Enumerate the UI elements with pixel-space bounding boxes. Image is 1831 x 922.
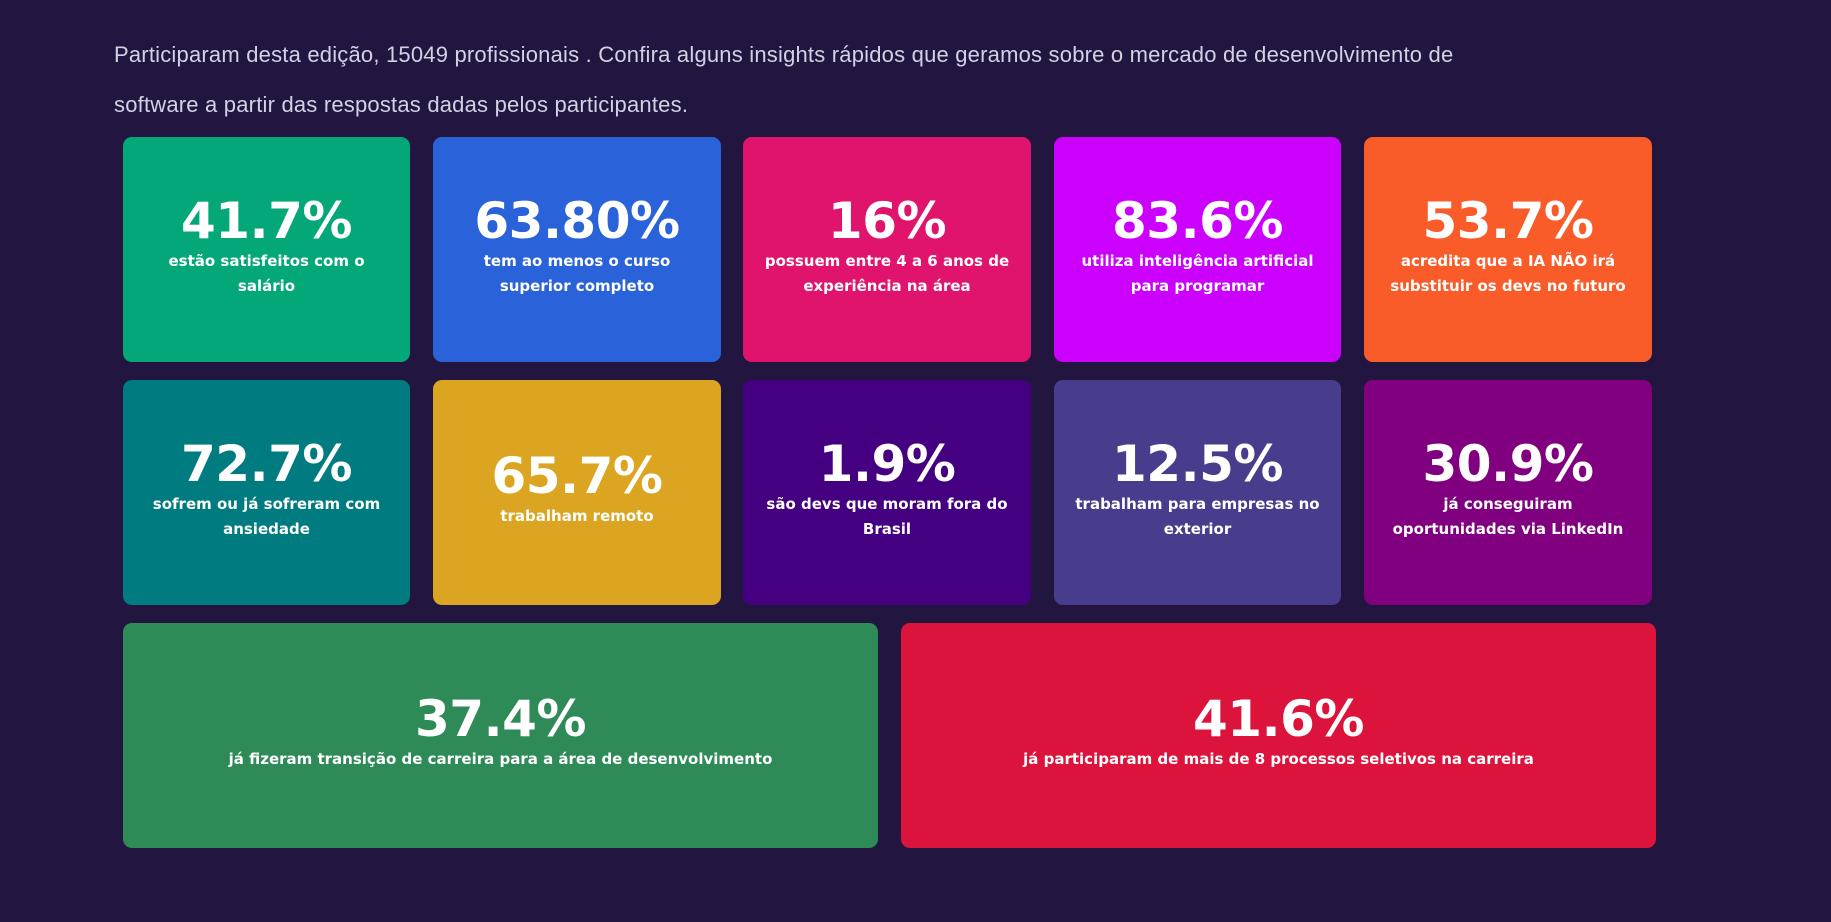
insight-description: já participaram de mais de 8 processos s… (1023, 750, 1534, 768)
insight-description: já conseguiram oportunidades via LinkedI… (1392, 494, 1624, 538)
insight-value: 1.9% (818, 434, 956, 493)
insight-description: são devs que moram fora do Brasil (766, 494, 1008, 538)
insight-card-ai-replacement: 53.7% acredita que a IA NÃO irá substitu… (1364, 137, 1652, 362)
insight-card-career-transition: 37.4% já fizeram transição de carreira p… (123, 623, 878, 848)
insight-card-education: 63.80% tem ao menos o curso superior com… (433, 137, 721, 362)
insight-value: 72.7% (181, 434, 352, 493)
insight-description: sofrem ou já sofreram com ansiedade (152, 494, 381, 538)
insight-value: 41.6% (1193, 690, 1364, 748)
insight-value: 63.80% (474, 191, 680, 250)
insight-description: tem ao menos o curso superior completo (483, 251, 671, 295)
insight-card-abroad-devs: 1.9% são devs que moram fora do Brasil (743, 380, 1031, 605)
insight-value: 65.7% (491, 447, 663, 505)
insight-card-salary: 41.7% estão satisfeitos com o salário (123, 137, 410, 362)
intro-line-1: Participaram desta edição, 15049 profiss… (114, 42, 1454, 67)
insight-value: 41.7% (181, 191, 352, 250)
insight-description: já fizeram transição de carreira para a … (228, 750, 773, 768)
insight-card-ai-usage: 83.6% utiliza inteligência artificial pa… (1054, 137, 1341, 362)
insight-value: 12.5% (1112, 434, 1283, 493)
insight-card-experience: 16% possuem entre 4 a 6 anos de experiên… (743, 137, 1031, 362)
insight-description: trabalham para empresas no exterior (1075, 494, 1320, 538)
insight-value: 30.9% (1422, 434, 1594, 493)
insight-description: acredita que a IA NÃO irá substituir os … (1390, 251, 1626, 295)
insight-value: 16% (827, 191, 947, 250)
insight-description: trabalham remoto (500, 507, 654, 525)
insight-card-selection-processes: 41.6% já participaram de mais de 8 proce… (901, 623, 1656, 848)
insight-card-anxiety: 72.7% sofrem ou já sofreram com ansiedad… (123, 380, 410, 605)
insight-card-remote: 65.7% trabalham remoto (433, 380, 721, 605)
insight-description: possuem entre 4 a 6 anos de experiência … (764, 251, 1010, 295)
insight-card-linkedin: 30.9% já conseguiram oportunidades via L… (1364, 380, 1652, 605)
insight-card-foreign-companies: 12.5% trabalham para empresas no exterio… (1054, 380, 1341, 605)
intro-text: Participaram desta edição, 15049 profiss… (114, 30, 1694, 130)
insight-description: utiliza inteligência artificial para pro… (1081, 251, 1314, 295)
insight-value: 37.4% (415, 690, 586, 748)
insight-value: 53.7% (1422, 191, 1594, 250)
insight-description: estão satisfeitos com o salário (168, 251, 365, 295)
insight-value: 83.6% (1112, 191, 1283, 250)
intro-line-2: software a partir das respostas dadas pe… (114, 92, 689, 117)
